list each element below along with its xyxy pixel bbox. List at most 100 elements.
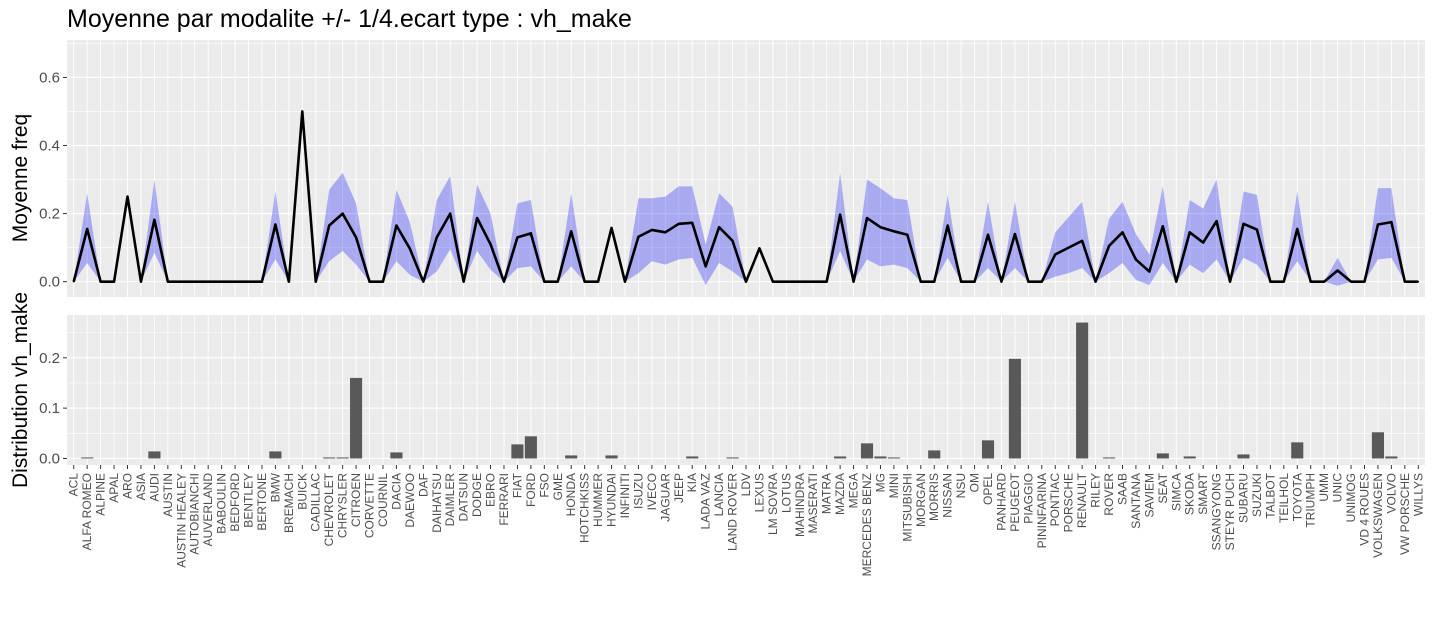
x-tick-label: ARO <box>121 473 135 499</box>
mean-point <box>435 236 438 239</box>
mean-point <box>879 226 882 229</box>
mean-point <box>987 233 989 236</box>
mean-point <box>99 280 102 283</box>
dist-y-tick-label: 0.0 <box>39 450 60 467</box>
mean-point <box>261 280 263 283</box>
mean-point <box>395 224 398 227</box>
mean-point <box>1067 246 1070 249</box>
mean-point <box>624 280 626 283</box>
x-tick-label: ISUZU <box>631 473 645 509</box>
mean-y-tick-label: 0.6 <box>39 69 60 86</box>
mean-point <box>718 226 720 229</box>
mean-point <box>1054 253 1057 256</box>
x-tick-label: SAVIEM <box>1142 473 1156 517</box>
x-axis-tick-labels: ACL ALFA ROMEO ALPINE APAL ARO ASIA AUDI AUSTIN… <box>67 465 1425 576</box>
mean-panel: 0.0 0.2 0.4 0.6 <box>39 40 1425 297</box>
x-tick-label: VOLVO <box>1384 473 1398 513</box>
mean-point <box>86 228 88 230</box>
x-tick-label: HUMMER <box>591 473 605 527</box>
x-tick-label: LDV <box>739 473 753 496</box>
x-tick-label: DAEWOO <box>403 473 417 528</box>
mean-y-tick-label: 0.4 <box>39 138 60 155</box>
x-tick-label: TRIUMPH <box>1304 473 1318 528</box>
mean-point <box>1014 233 1016 235</box>
mean-point <box>906 233 909 236</box>
dist-y-tick-label: 0.1 <box>39 400 60 417</box>
x-tick-label: MATRA <box>820 473 834 514</box>
x-tick-label: MG <box>873 473 887 492</box>
dist-bar <box>928 450 941 459</box>
x-tick-label: SSANGYONG <box>1210 473 1224 550</box>
x-tick-label: OM <box>968 473 982 492</box>
x-tick-label: HOTCHKISS <box>578 473 592 543</box>
x-tick-label: BERTONE <box>255 473 269 531</box>
dist-bar <box>1291 442 1304 459</box>
mean-point <box>583 280 586 283</box>
dist-bar <box>874 456 887 459</box>
dist-bar <box>834 456 847 459</box>
x-tick-label: JAGUAR <box>658 473 672 522</box>
mean-point <box>1283 280 1285 283</box>
mean-point <box>825 280 828 283</box>
mean-y-tick-label: 0.0 <box>39 274 60 291</box>
x-tick-label: EBRO <box>484 473 498 507</box>
mean-point <box>812 280 815 283</box>
mean-point <box>745 280 747 283</box>
mean-point <box>933 280 936 283</box>
mean-point <box>731 240 734 242</box>
dist-bar <box>1385 456 1398 459</box>
mean-point <box>449 212 451 215</box>
x-tick-label: VD 4 ROUES <box>1357 473 1371 546</box>
dist-bar <box>336 457 349 459</box>
dist-bar <box>390 452 403 459</box>
mean-point <box>893 230 895 233</box>
mean-point <box>1108 245 1110 247</box>
x-tick-label: BEDFORD <box>228 473 242 532</box>
x-tick-label: LM SOVRA <box>766 473 780 535</box>
mean-point <box>866 217 868 219</box>
x-tick-label: BUICK <box>295 473 309 510</box>
mean-point <box>409 247 411 250</box>
mean-y-tick-label: 0.2 <box>39 206 60 223</box>
mean-point <box>140 280 142 283</box>
x-tick-label: DAIMLER <box>443 473 457 527</box>
mean-point <box>637 235 640 238</box>
x-tick-label: BABOULIN <box>215 473 229 534</box>
x-tick-label: MASERATI <box>806 473 820 533</box>
x-tick-label: SAAB <box>1115 473 1129 505</box>
dist-bar <box>686 456 699 459</box>
mean-point <box>1390 221 1393 223</box>
mean-point <box>651 229 653 231</box>
dist-bar <box>148 451 161 459</box>
x-tick-label: VW PORSCHE <box>1398 473 1412 555</box>
dist-bar <box>605 455 618 459</box>
mean-point <box>180 280 183 283</box>
x-tick-label: BENTLEY <box>242 473 256 528</box>
mean-point <box>597 280 599 283</box>
mean-point <box>1121 231 1124 234</box>
mean-point <box>341 212 344 215</box>
mean-point <box>328 224 330 227</box>
mean-point <box>288 280 290 283</box>
x-tick-label: MINI <box>887 473 901 498</box>
mean-point <box>1350 280 1352 283</box>
x-tick-label: APAL <box>107 473 121 503</box>
x-tick-label: MORGAN <box>914 473 928 527</box>
x-tick-label: MORRIS <box>927 473 941 521</box>
x-tick-label: ASIA <box>134 473 148 500</box>
x-tick-label: MERCEDES BENZ <box>860 473 874 576</box>
dist-bar <box>1237 454 1250 459</box>
dist-bar <box>1102 457 1116 459</box>
mean-point <box>422 280 425 283</box>
x-tick-label: SANTANA <box>1129 473 1143 529</box>
mean-point <box>1041 280 1043 283</box>
x-tick-label: AUTOBIANCHI <box>188 473 202 555</box>
x-tick-label: SKODA <box>1183 473 1197 515</box>
x-tick-label: SUZUKI <box>1250 473 1264 517</box>
x-tick-label: DAIHATSU <box>430 473 444 533</box>
mean-point <box>1404 280 1406 283</box>
mean-point <box>193 280 196 283</box>
mean-point <box>1323 280 1325 283</box>
dist-bar <box>81 457 94 459</box>
